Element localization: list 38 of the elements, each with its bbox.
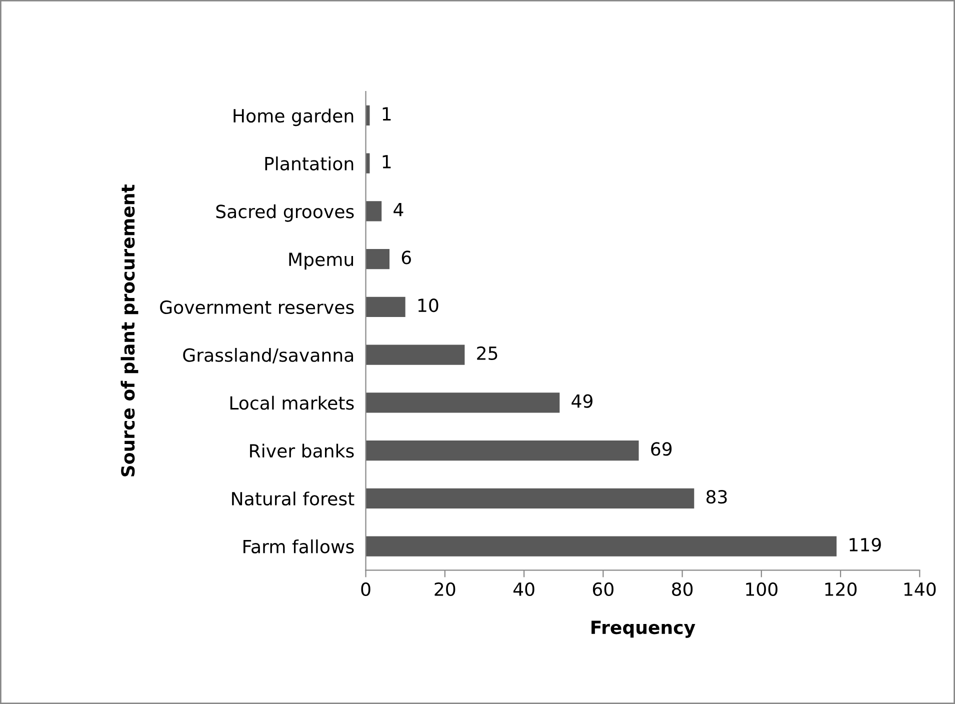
data-label: 1 bbox=[382, 107, 391, 120]
data-label: 1 bbox=[382, 155, 391, 168]
y-tick-label: Plantation bbox=[265, 156, 354, 170]
bar bbox=[366, 440, 639, 461]
bar bbox=[366, 249, 390, 270]
x-tick-label: 0 bbox=[361, 582, 370, 596]
bar bbox=[366, 201, 382, 222]
x-tick-label: 20 bbox=[434, 582, 456, 596]
y-tick-label: Mpemu bbox=[289, 252, 354, 270]
bar bbox=[366, 488, 694, 508]
x-tick-label: 80 bbox=[672, 582, 693, 596]
y-tick-label: River banks bbox=[250, 444, 354, 458]
y-tick-label: Government reserves bbox=[160, 300, 354, 314]
bar bbox=[366, 296, 406, 317]
data-label: 6 bbox=[402, 250, 411, 264]
y-tick-label: Natural forest bbox=[232, 492, 354, 506]
bar bbox=[366, 392, 560, 413]
x-tick-label: 60 bbox=[592, 582, 614, 596]
data-label: 25 bbox=[477, 346, 498, 360]
data-label: 83 bbox=[706, 490, 727, 504]
x-tick-label: 100 bbox=[746, 582, 778, 596]
x-axis-title: Frequency bbox=[592, 620, 696, 638]
x-tick-label: 140 bbox=[904, 582, 936, 596]
y-tick-label: Farm fallows bbox=[244, 539, 354, 554]
bar bbox=[366, 536, 837, 556]
bar bbox=[366, 344, 465, 365]
x-tick-label: 120 bbox=[825, 582, 857, 596]
data-label: 10 bbox=[418, 298, 438, 312]
data-label: 49 bbox=[572, 394, 592, 408]
y-tick-label: Local markets bbox=[230, 396, 354, 410]
y-tick-label: Home garden bbox=[234, 108, 354, 126]
data-label: 69 bbox=[651, 442, 672, 456]
y-tick-label: Sacred grooves bbox=[216, 204, 354, 222]
y-tick-label: Grassland/savanna bbox=[183, 348, 354, 364]
x-tick-label: 40 bbox=[513, 582, 534, 596]
data-label: 119 bbox=[850, 538, 881, 552]
data-label: 4 bbox=[394, 203, 404, 216]
y-axis-title: Source of plant procurement bbox=[120, 184, 138, 476]
